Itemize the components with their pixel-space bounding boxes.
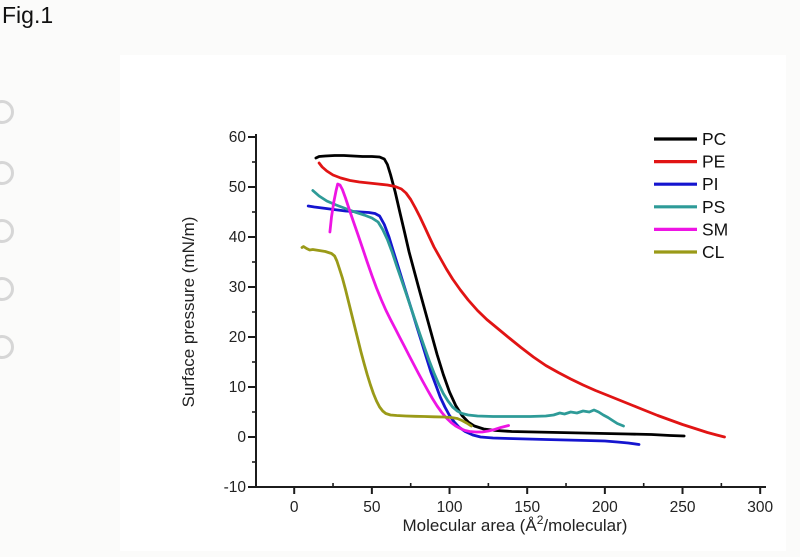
y-tick-label: 20 <box>229 329 247 346</box>
y-tick-label: 0 <box>237 429 246 446</box>
y-axis-title: Surface pressure (mN/m) <box>179 217 198 408</box>
y-tick-label: 60 <box>229 129 247 146</box>
x-axis-title: Molecular area (Å2/molecular) <box>403 513 628 535</box>
legend-label-PE: PE <box>702 152 725 172</box>
page-edge-artifact-icon <box>0 335 14 359</box>
page-edge-artifact-icon <box>0 100 14 124</box>
y-tick-label: -10 <box>224 479 247 496</box>
legend-label-PS: PS <box>702 197 725 217</box>
x-tick-label: 150 <box>514 499 540 516</box>
legend-label-PI: PI <box>702 174 719 194</box>
legend-label-SM: SM <box>702 219 728 239</box>
x-tick-label: 100 <box>437 499 463 516</box>
x-tick-label: 250 <box>670 499 696 516</box>
x-tick-label: 200 <box>592 499 618 516</box>
legend-label-CL: CL <box>702 242 725 262</box>
y-tick-label: 30 <box>229 279 247 296</box>
curve-CL <box>300 245 473 428</box>
x-tick-label: 300 <box>747 499 773 516</box>
legend-label-PC: PC <box>702 129 726 149</box>
curve-PC <box>314 154 686 438</box>
x-tick-label: 0 <box>290 499 299 516</box>
curve-PI <box>306 204 641 446</box>
curve-PS <box>311 189 625 428</box>
y-tick-label: 50 <box>229 179 247 196</box>
page-edge-artifact-icon <box>0 161 14 185</box>
x-tick-label: 50 <box>363 499 381 516</box>
page-edge-artifact-icon <box>0 277 14 301</box>
figure-label: Fig.1 <box>2 2 54 28</box>
curve-PE <box>317 161 726 439</box>
curve-SM <box>328 182 511 434</box>
y-tick-label: 40 <box>229 229 247 246</box>
page-edge-artifact-icon <box>0 219 14 243</box>
y-tick-label: 10 <box>229 379 247 396</box>
